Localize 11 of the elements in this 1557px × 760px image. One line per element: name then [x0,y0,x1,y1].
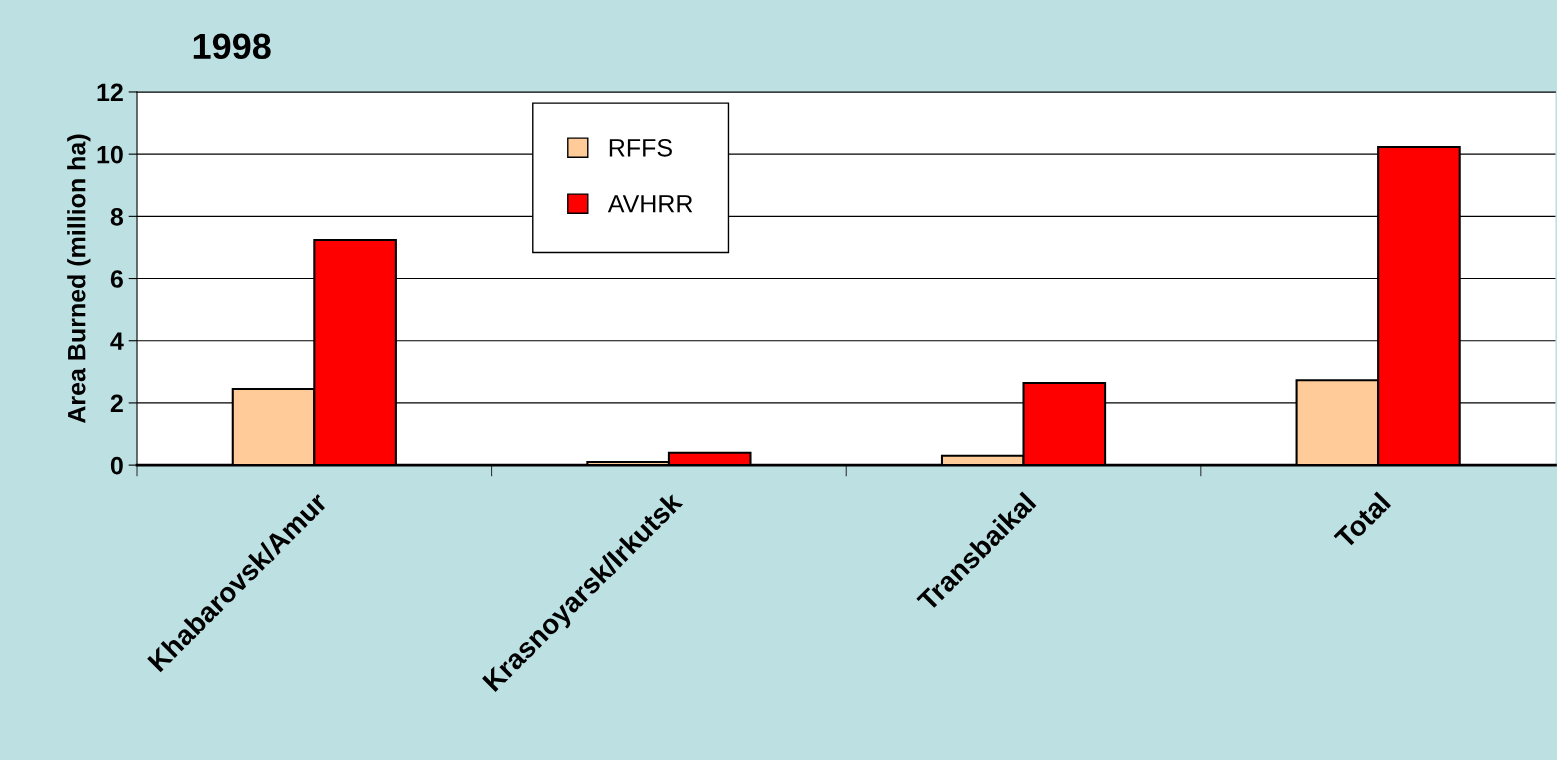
chart-title: 1998 [193,33,271,60]
y-axis-title: Area Burned (million ha) [67,134,91,424]
y-tick-label: 0 [110,456,123,475]
y-tick-label: 2 [110,394,123,412]
y-tick-label: 4 [110,332,124,350]
legend-label: AVHRR [607,195,693,213]
y-tick-label: 12 [97,83,123,102]
y-tick-label: 6 [110,270,123,288]
y-tick-label: 8 [110,207,124,226]
legend-label: RFFS [609,138,672,157]
y-tick-label: 10 [97,145,123,164]
